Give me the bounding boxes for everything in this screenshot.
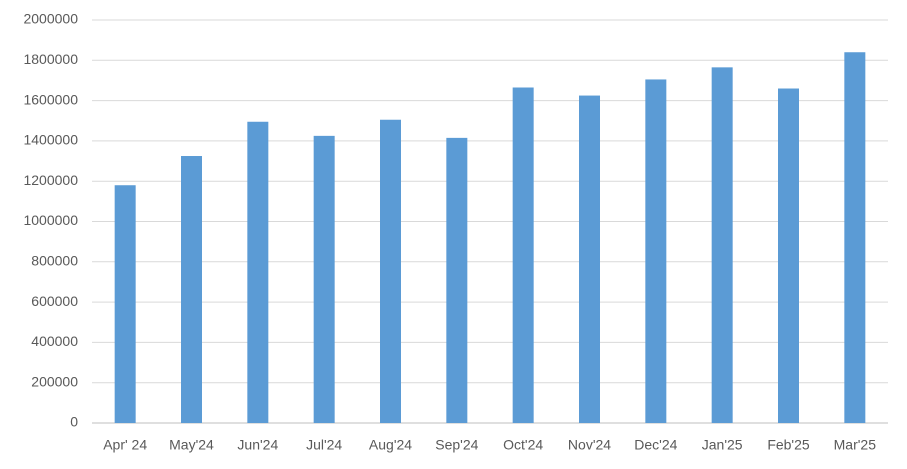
bar (380, 119, 401, 424)
x-tick-label: Sep'24 (435, 437, 478, 453)
bar (645, 79, 667, 423)
y-tick-label: 200000 (31, 373, 78, 389)
bar (114, 185, 136, 423)
y-tick-label: 1200000 (23, 172, 78, 188)
y-tick-label: 1400000 (23, 132, 78, 148)
x-tick-label: May'24 (169, 437, 214, 453)
bar (446, 137, 468, 423)
bar (778, 88, 799, 423)
bar (579, 95, 600, 423)
x-tick-label: Jan'25 (702, 437, 743, 453)
bar (247, 121, 269, 423)
y-tick-label: 400000 (31, 333, 78, 349)
bar (313, 135, 335, 424)
x-tick-label: Feb'25 (767, 437, 810, 453)
bar (181, 156, 202, 423)
y-tick-label: 1000000 (23, 212, 78, 228)
y-tick-label: 1600000 (23, 91, 78, 107)
x-tick-label: Aug'24 (369, 437, 412, 453)
y-tick-label: 800000 (31, 253, 78, 269)
bar (711, 67, 733, 423)
x-tick-label: Nov'24 (568, 437, 611, 453)
y-tick-label: 600000 (31, 293, 78, 309)
y-tick-label: 2000000 (23, 11, 78, 27)
bar (844, 52, 866, 424)
bar (512, 87, 534, 423)
y-tick-label: 1800000 (23, 51, 78, 67)
x-tick-label: Dec'24 (634, 437, 677, 453)
x-tick-label: Oct'24 (503, 437, 543, 453)
y-tick-label: 0 (70, 414, 78, 430)
x-tick-label: Jun'24 (237, 437, 278, 453)
x-tick-label: Apr' 24 (103, 437, 147, 453)
x-tick-label: Mar'25 (834, 437, 877, 453)
x-tick-label: Jul'24 (306, 437, 342, 453)
